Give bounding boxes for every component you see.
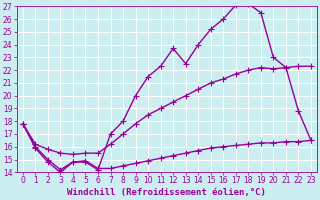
X-axis label: Windchill (Refroidissement éolien,°C): Windchill (Refroidissement éolien,°C) bbox=[68, 188, 266, 197]
